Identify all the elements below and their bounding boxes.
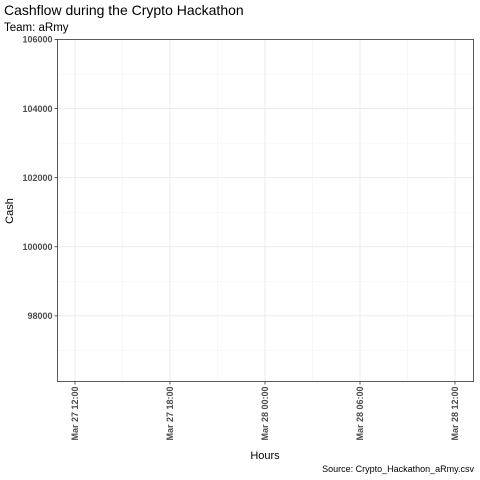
x-tick-label: Mar 28 12:00 [450, 387, 460, 441]
chart-title: Cashflow during the Crypto Hackathon [4, 2, 244, 18]
x-axis: Mar 27 12:00 Mar 27 18:00 Mar 28 00:00 Mar … [70, 381, 460, 441]
chart-caption: Source: Crypto_Hackathon_aRmy.csv [322, 464, 474, 474]
x-tick-label: Mar 27 12:00 [70, 387, 80, 441]
y-tick-label: 102000 [22, 173, 52, 183]
y-axis: 98000 100000 102000 104000 106000 [22, 35, 58, 321]
y-axis-title: Cash [4, 198, 16, 224]
x-tick-label: Mar 28 00:00 [260, 387, 270, 441]
grid-lines [57, 39, 474, 382]
x-axis-title: Hours [250, 450, 280, 462]
panel-border [57, 39, 474, 382]
y-tick-label: 100000 [22, 242, 52, 252]
chart-subtitle: Team: aRmy [4, 22, 69, 34]
y-tick-label: 98000 [27, 311, 52, 321]
x-tick-label: Mar 27 18:00 [165, 387, 175, 441]
y-tick-label: 104000 [22, 104, 52, 114]
y-tick-label: 106000 [22, 35, 52, 45]
x-tick-label: Mar 28 06:00 [355, 387, 365, 441]
